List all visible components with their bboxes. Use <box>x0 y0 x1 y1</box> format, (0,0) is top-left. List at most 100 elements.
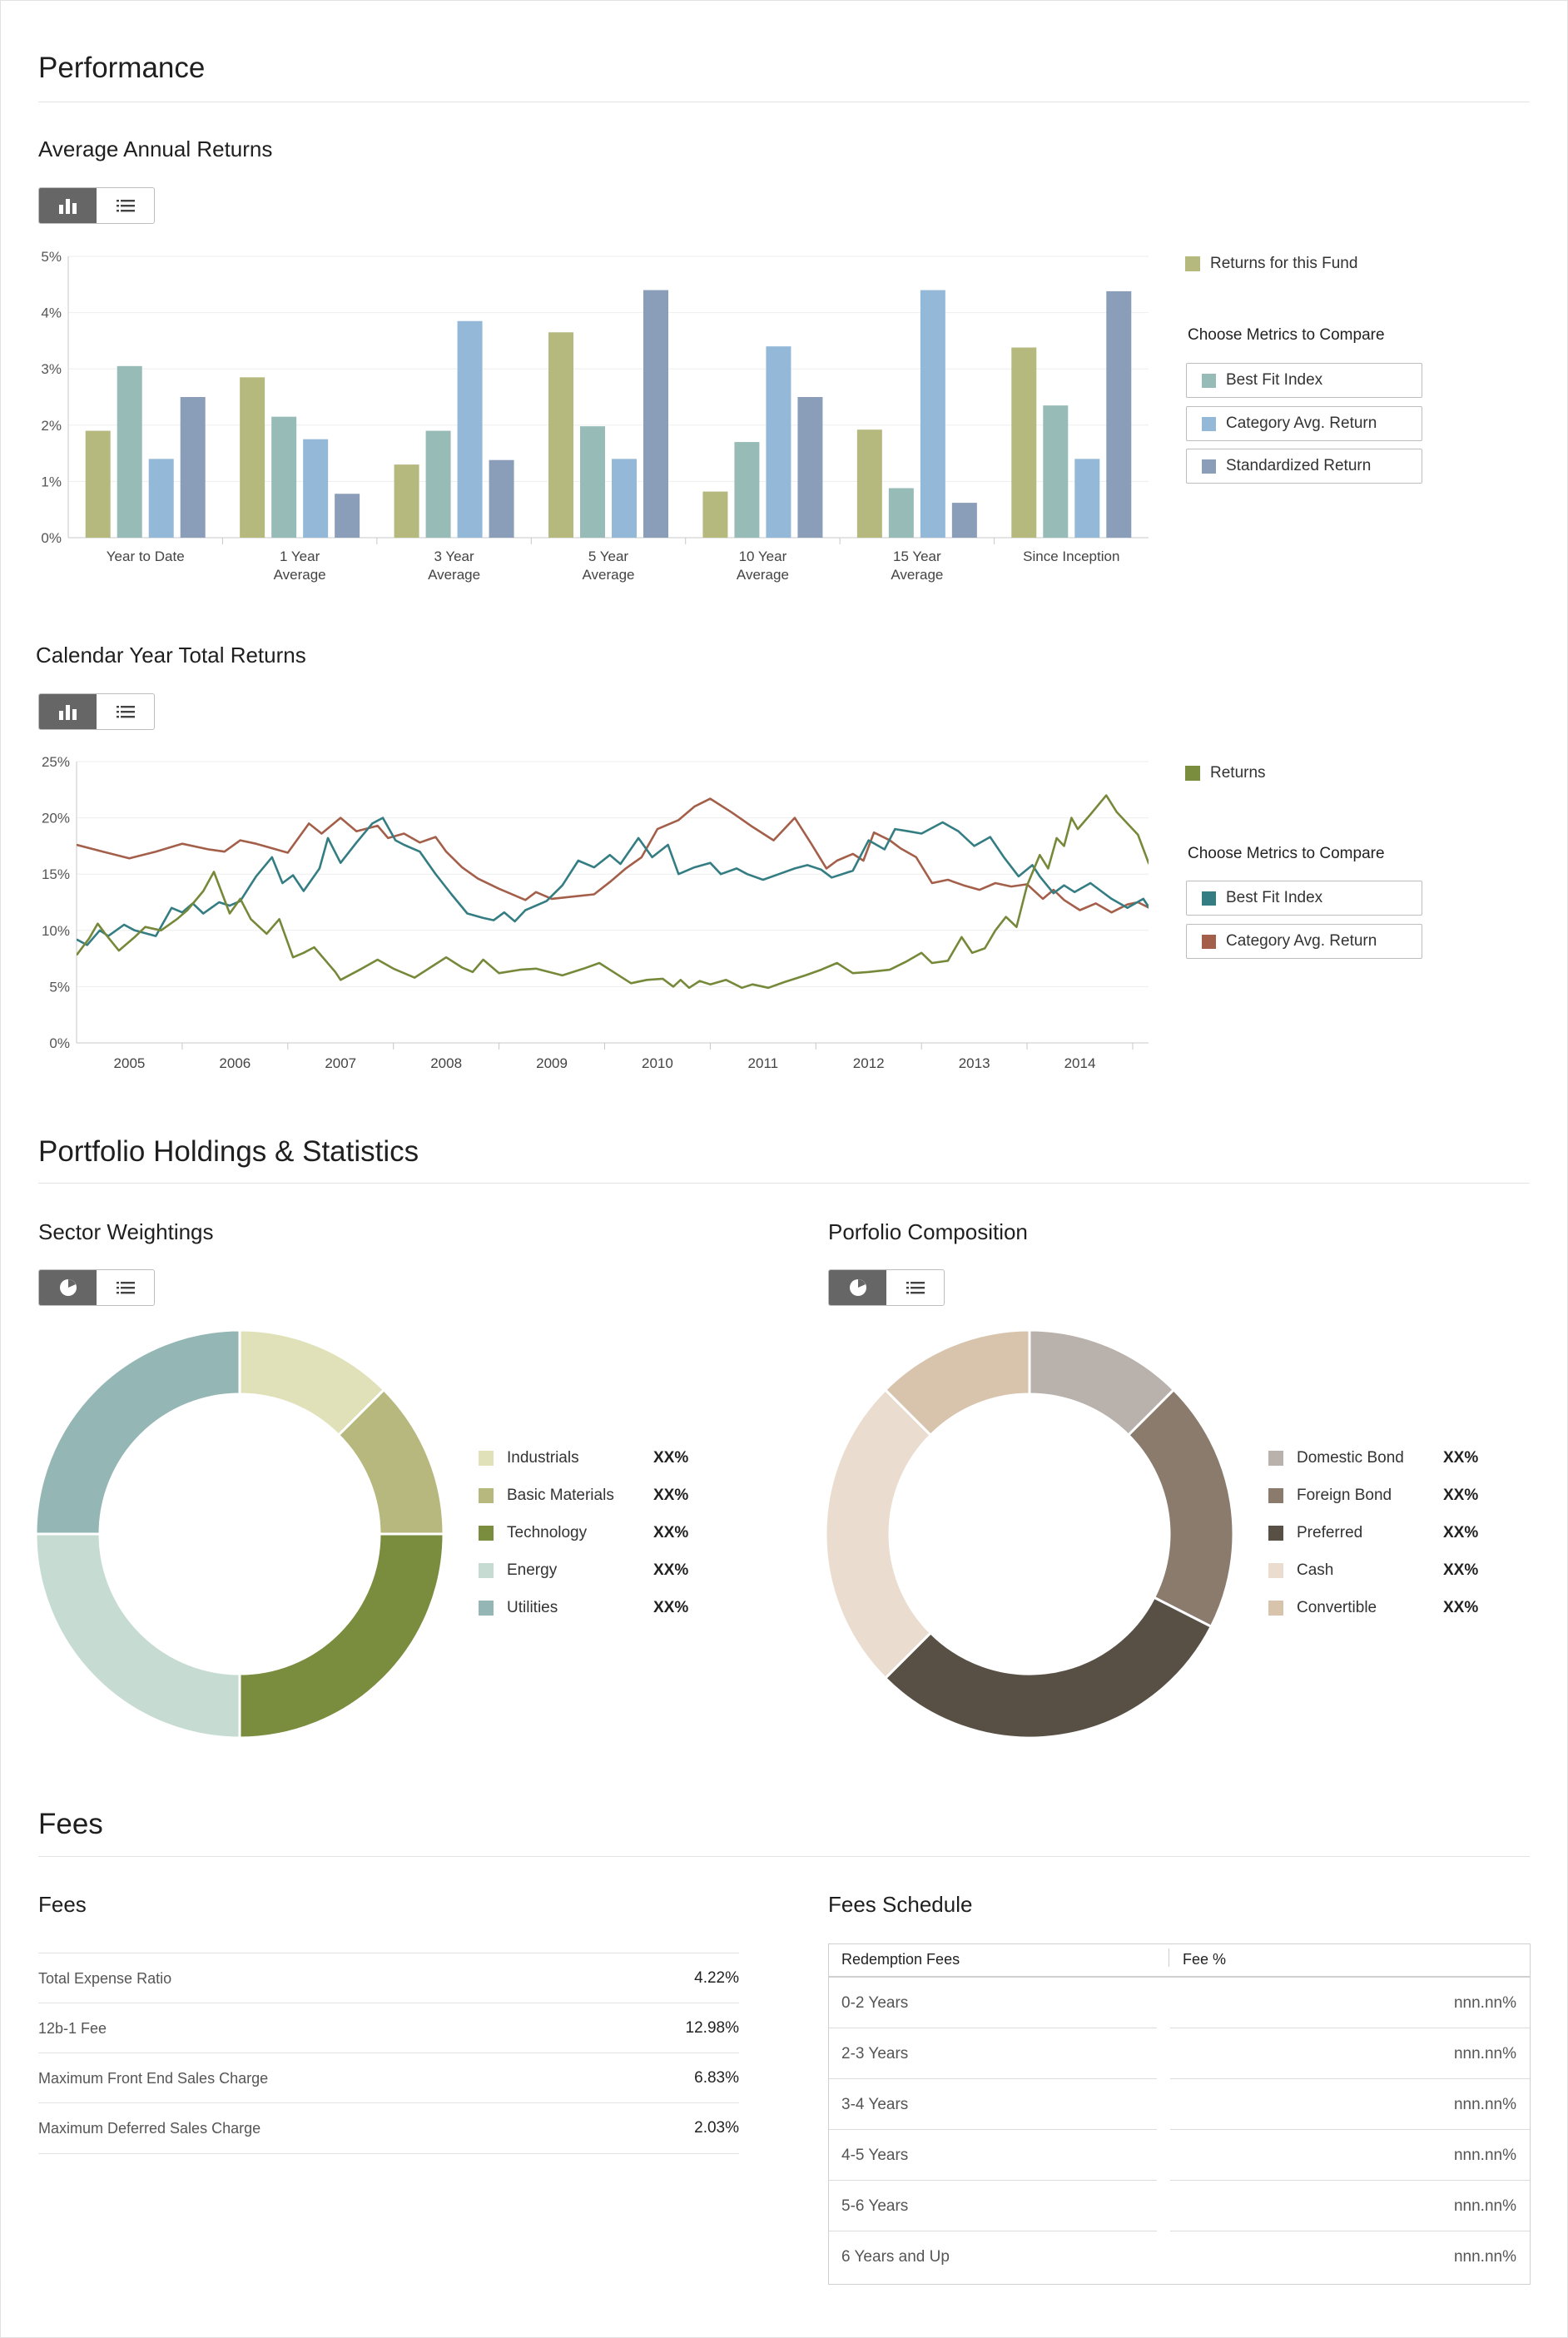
calendar-view-toggle <box>38 693 155 730</box>
bar <box>643 290 668 538</box>
row-divider <box>829 2078 1157 2079</box>
period-cell: 4-5 Years <box>841 2147 909 2164</box>
metric-label: Best Fit Index <box>1226 889 1323 906</box>
column-header-fee: Fee % <box>1183 1951 1227 1968</box>
fees-schedule-table: Redemption Fees Fee % 0-2 Years nnn.nn% 2… <box>828 1943 1531 2285</box>
y-tick-label: 1% <box>41 474 62 489</box>
row-divider <box>1170 2078 1530 2079</box>
period-cell: 5-6 Years <box>841 2197 909 2215</box>
x-tick-label: Year to Date <box>107 549 185 564</box>
bar <box>1074 459 1100 538</box>
composition-view-toggle <box>828 1269 945 1306</box>
table-row: 2-3 Years nnn.nn% <box>829 2028 1530 2079</box>
legend-value: XX% <box>1443 1524 1479 1541</box>
composition-legend-item: Cash <box>1268 1561 1333 1580</box>
bar-chart-icon <box>58 705 77 720</box>
metric-swatch <box>1202 459 1216 474</box>
compare-best-fit-index-button[interactable]: Best Fit Index <box>1186 363 1422 398</box>
fee-value: 12.98% <box>685 2019 739 2037</box>
donut-slice <box>883 1328 1031 1437</box>
compare-category-avg-button[interactable]: Category Avg. Return <box>1186 406 1422 441</box>
fees-subtitle: Fees <box>38 1892 87 1917</box>
legend-swatch <box>1268 1526 1283 1541</box>
fee-label: Maximum Deferred Sales Charge <box>38 2119 261 2137</box>
fee-cell: nnn.nn% <box>1453 2096 1516 2113</box>
compare-category-avg-button[interactable]: Category Avg. Return <box>1186 924 1422 959</box>
period-cell: 2-3 Years <box>841 2045 909 2063</box>
bar <box>580 426 605 538</box>
x-tick-label: 2014 <box>1064 1055 1096 1071</box>
bar <box>148 459 174 538</box>
list-view-button[interactable] <box>97 188 154 223</box>
series-line <box>77 794 1149 990</box>
list-view-button[interactable] <box>886 1270 944 1305</box>
legend-value: XX% <box>653 1599 689 1616</box>
sector-weightings-title: Sector Weightings <box>38 1219 214 1244</box>
fee-value: 2.03% <box>694 2119 739 2137</box>
x-tick-label: 15 Year <box>893 549 941 564</box>
column-header-redemption: Redemption Fees <box>841 1951 960 1968</box>
series-line <box>77 817 1149 946</box>
metric-swatch <box>1202 416 1216 431</box>
y-tick-label: 10% <box>42 923 70 939</box>
period-cell: 3-4 Years <box>841 2096 909 2113</box>
compare-best-fit-index-button[interactable]: Best Fit Index <box>1186 881 1422 916</box>
x-tick-label: Average <box>891 567 943 583</box>
x-tick-label: 10 Year <box>739 549 787 564</box>
table-row: 4-5 Years nnn.nn% <box>829 2130 1530 2181</box>
list-view-button[interactable] <box>97 1270 154 1305</box>
chart-view-button[interactable] <box>39 694 97 729</box>
legend-swatch <box>1268 1488 1283 1503</box>
x-tick-label: Since Inception <box>1023 549 1119 564</box>
legend-value: XX% <box>1443 1561 1479 1579</box>
bar <box>766 346 791 538</box>
y-tick-label: 4% <box>41 305 62 321</box>
legend-swatch <box>479 1451 494 1466</box>
bar <box>1043 405 1069 538</box>
x-tick-label: 5 Year <box>588 549 629 564</box>
list-icon <box>116 200 135 212</box>
legend-label: Technology <box>507 1524 588 1541</box>
metric-label: Category Avg. Return <box>1226 932 1377 950</box>
x-tick-label: 2011 <box>748 1055 779 1071</box>
bar <box>180 397 206 538</box>
portfolio-title: Portfolio Holdings & Statistics <box>38 1135 419 1168</box>
compare-standardized-return-button[interactable]: Standardized Return <box>1186 449 1422 484</box>
fee-cell: nnn.nn% <box>1453 2045 1516 2063</box>
sector-view-toggle <box>38 1269 155 1306</box>
x-tick-label: Average <box>428 567 480 583</box>
donut-slice <box>34 1532 241 1740</box>
list-view-button[interactable] <box>97 694 154 729</box>
sector-legend-item: Industrials <box>479 1449 579 1467</box>
legend-swatch <box>479 1563 494 1578</box>
y-tick-label: 0% <box>41 530 62 546</box>
chart-view-button[interactable] <box>829 1270 886 1305</box>
x-tick-label: 1 Year <box>280 549 320 564</box>
x-tick-label: 2006 <box>219 1055 251 1071</box>
chart-view-button[interactable] <box>39 188 97 223</box>
legend-value: XX% <box>653 1487 689 1504</box>
donut-slice <box>1126 1387 1235 1629</box>
list-icon <box>116 1282 135 1294</box>
legend-label: Energy <box>507 1561 558 1579</box>
avg-returns-bar-chart: 0% 1% 2% 3% 4% 5% Year to Date 1 Year Average 3 Y… <box>41 249 1149 583</box>
row-divider <box>829 2180 1157 2181</box>
metric-label: Category Avg. Return <box>1226 414 1377 432</box>
fees-divider <box>38 1856 1530 1857</box>
calendar-returns-line-chart: 0% 5% 10% 15% 20% 25% 2005 2006 2007 2008 2009 2010… <box>42 754 1149 1071</box>
y-tick-label: 5% <box>41 249 62 265</box>
row-divider <box>829 2129 1157 2130</box>
row-divider <box>1170 2129 1530 2130</box>
legend-returns: Returns <box>1185 764 1266 782</box>
bar <box>425 430 451 538</box>
x-tick-label: 3 Year <box>434 549 474 564</box>
bar <box>951 503 977 538</box>
y-tick-label: 0% <box>49 1035 70 1051</box>
fee-row-12b1: 12b-1 Fee 12.98% <box>38 2003 739 2053</box>
legend-label: Returns <box>1210 764 1266 782</box>
composition-legend-item: Foreign Bond <box>1268 1487 1392 1505</box>
bar-chart-icon <box>58 199 77 214</box>
avg-returns-view-toggle <box>38 187 155 224</box>
fees-schedule-title: Fees Schedule <box>828 1892 973 1917</box>
chart-view-button[interactable] <box>39 1270 97 1305</box>
